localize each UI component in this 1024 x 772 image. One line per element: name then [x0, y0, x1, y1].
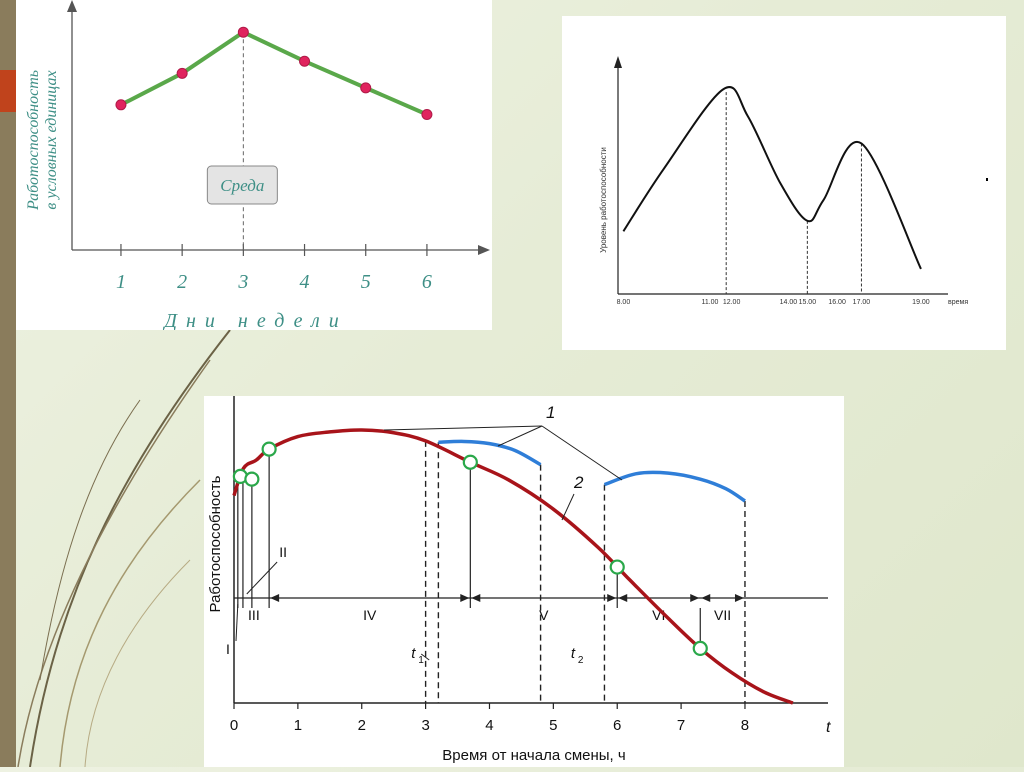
- curve-2-leader: [561, 493, 575, 521]
- x-tick-label: 17.00: [853, 299, 871, 306]
- curve-1-label: 1: [546, 403, 555, 422]
- x-axis-label: Время от начала смены, ч: [442, 747, 625, 764]
- marker-point: [692, 640, 708, 656]
- x-tick-label: 15.00: [799, 299, 817, 306]
- data-point: [421, 108, 433, 120]
- y-axis-label-line2: в условных единицах: [43, 70, 60, 209]
- x-tick-label: 1: [294, 717, 302, 734]
- x-axis-name: t: [826, 719, 831, 736]
- phase-arrow-right: [690, 594, 700, 602]
- x-tick-label: 1: [116, 271, 126, 293]
- curve-1-arc: [438, 439, 542, 467]
- marker-point: [261, 441, 277, 457]
- x-tick-label: 8.00: [617, 299, 631, 306]
- t-label: t: [411, 645, 416, 662]
- y-axis-label: Уровень работоспособности: [599, 147, 608, 253]
- curve-2: [232, 428, 794, 705]
- slide-side-bar: [0, 0, 16, 767]
- weekday-chart: Среда 1 2 3 4 5 6 Дни недели Работоспособност…: [25, 0, 490, 332]
- phase-arrow-right: [734, 594, 744, 602]
- curve-1-leader: [541, 425, 623, 481]
- x-tick-label: 5: [549, 717, 557, 734]
- phase-I-leader: [235, 603, 239, 642]
- x-tick-label: 7: [677, 717, 685, 734]
- x-tick-label: 14.00: [780, 299, 798, 306]
- y-axis-label: Работоспособность: [207, 475, 224, 612]
- phase-label: II: [279, 544, 287, 560]
- x-tick-label: 0: [230, 717, 238, 734]
- phase-label: V: [539, 607, 549, 623]
- x-tick-label: 6: [613, 717, 621, 734]
- daily-curve-chart: 8.00 11.00 12.00 14.00 15.00 16.00 17.00 19.00 …: [599, 56, 988, 306]
- phase-arrow-left: [270, 594, 280, 602]
- x-tick-label: 4: [300, 271, 310, 293]
- annotation-box: [206, 165, 278, 205]
- weekday-chart-panel: Среда 1 2 3 4 5 6 Дни недели Работоспособност…: [16, 0, 492, 332]
- x-tick-label: 2: [358, 717, 366, 734]
- daily-curve: [622, 86, 922, 270]
- t-label-subscript: 2: [578, 655, 584, 666]
- x-tick-label: 11.00: [701, 299, 718, 306]
- curve-1-leader: [383, 425, 543, 431]
- x-tick-label: 3: [421, 717, 429, 734]
- x-axis-arrow: [478, 245, 490, 255]
- curve-1-arc: [603, 470, 746, 503]
- x-axis-label: время: [948, 299, 968, 306]
- phase-label: VII: [714, 607, 731, 623]
- phase-arrow-left: [618, 594, 628, 602]
- y-axis-label-line1: Работоспособность: [25, 70, 42, 211]
- x-tick-label: 8: [741, 717, 749, 734]
- daily-curve-panel: 8.00 11.00 12.00 14.00 15.00 16.00 17.00 19.00 …: [562, 16, 1006, 350]
- slide-side-accent: [0, 70, 16, 112]
- x-tick-label: 6: [422, 271, 432, 293]
- x-tick-label: 4: [485, 717, 493, 734]
- phase-label: IV: [363, 607, 377, 623]
- data-point: [176, 67, 188, 79]
- y-axis-arrow: [67, 0, 77, 12]
- x-tick-label: 12.00: [723, 299, 741, 306]
- marker-point: [609, 559, 625, 575]
- phase-label: III: [248, 607, 260, 623]
- curve-1-leader: [497, 425, 543, 447]
- curve-2-label: 2: [573, 473, 584, 492]
- x-tick-label: 19.00: [912, 299, 930, 306]
- phase-II-leader: [246, 561, 278, 595]
- data-point: [299, 55, 311, 67]
- stray-dot: [986, 178, 988, 181]
- data-point: [237, 26, 249, 38]
- data-point: [360, 82, 372, 94]
- y-axis-arrow: [614, 56, 622, 68]
- data-point: [115, 99, 127, 111]
- x-tick-label: 16.00: [828, 299, 846, 306]
- annotation-label: Среда: [220, 176, 264, 195]
- t-label: t: [571, 645, 576, 662]
- phase-arrow-right: [607, 594, 617, 602]
- t-label-subscript: 1: [418, 655, 424, 666]
- marker-point: [244, 471, 260, 487]
- series-line: [120, 29, 428, 117]
- x-tick-label: 5: [361, 271, 371, 293]
- phase-arrow-left: [701, 594, 711, 602]
- marker-point: [462, 454, 478, 470]
- phase-arrow-right: [460, 594, 470, 602]
- x-tick-label: 2: [177, 271, 187, 293]
- x-axis-label: Дни недели: [162, 310, 347, 330]
- t-label-leader: [420, 653, 430, 661]
- phase-label: I: [226, 641, 230, 657]
- phase-arrow-left: [471, 594, 481, 602]
- decorative-swooshes: [17, 329, 231, 767]
- x-tick-label: 3: [237, 271, 248, 293]
